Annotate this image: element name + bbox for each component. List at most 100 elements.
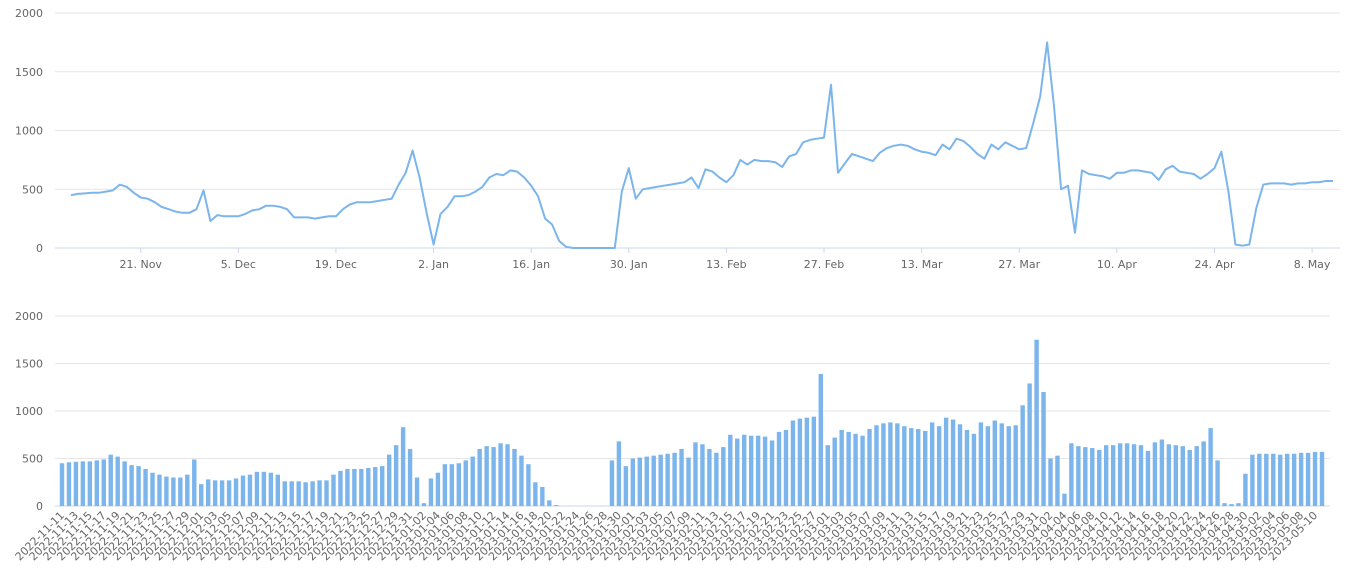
- bar: [115, 456, 120, 506]
- bar: [825, 445, 830, 506]
- bar: [407, 449, 413, 506]
- bar: [491, 447, 496, 506]
- bar: [212, 480, 218, 506]
- bar: [846, 431, 851, 506]
- bar: [226, 480, 232, 506]
- bar: [1284, 453, 1290, 506]
- bar: [143, 468, 148, 506]
- bar: [651, 455, 656, 506]
- bar: [185, 474, 190, 506]
- bar: [714, 452, 719, 506]
- bar: [1117, 443, 1123, 506]
- bar: [1020, 405, 1025, 506]
- bar: [783, 430, 789, 506]
- bar: [240, 475, 246, 506]
- bar: [73, 461, 79, 506]
- bar: [519, 455, 524, 506]
- bar: [80, 461, 86, 506]
- x-tick-label: 30. Jan: [610, 258, 648, 271]
- bar: [707, 449, 712, 506]
- bar: [672, 452, 677, 506]
- bar: [1048, 458, 1053, 506]
- y-tick-label: 500: [22, 453, 43, 466]
- bar: [261, 471, 267, 506]
- bar: [470, 456, 475, 506]
- bar: [540, 487, 545, 506]
- bar: [748, 435, 754, 506]
- bar: [164, 476, 169, 506]
- bar: [909, 428, 914, 506]
- bar: [679, 449, 684, 506]
- bar: [380, 466, 385, 506]
- bar: [1006, 426, 1011, 506]
- bar: [881, 423, 886, 506]
- bar: [449, 464, 455, 506]
- bar: [442, 464, 448, 506]
- y-tick-label: 1500: [15, 358, 43, 371]
- bar: [505, 444, 510, 506]
- bar: [1013, 425, 1018, 506]
- bar: [1180, 446, 1185, 506]
- bar: [338, 470, 343, 506]
- bar: [888, 422, 893, 506]
- y-tick-label: 2000: [15, 310, 43, 323]
- bar: [693, 442, 698, 506]
- bar: [219, 480, 225, 506]
- bar: [1243, 473, 1248, 506]
- bar: [373, 467, 378, 506]
- x-tick-label: 16. Jan: [512, 258, 550, 271]
- bar: [943, 417, 949, 506]
- bar: [359, 468, 364, 506]
- bar: [1055, 455, 1060, 506]
- bar: [957, 424, 963, 506]
- bar: [1236, 503, 1241, 506]
- bar: [122, 461, 127, 506]
- bar: [456, 463, 461, 506]
- bar: [1062, 493, 1067, 506]
- bar: [616, 441, 622, 506]
- bar: [94, 460, 100, 506]
- bar: [929, 422, 935, 506]
- bar: [352, 468, 357, 506]
- y-tick-label: 1500: [15, 66, 43, 79]
- bar: [400, 427, 406, 506]
- bar: [554, 505, 559, 506]
- bar: [1097, 449, 1102, 506]
- bar: [428, 478, 434, 506]
- x-tick-label: 2. Jan: [418, 258, 449, 271]
- bar: [129, 465, 134, 506]
- bar: [136, 466, 141, 506]
- bar: [1215, 460, 1220, 506]
- bar: [275, 474, 281, 506]
- bar: [1076, 446, 1081, 506]
- bar: [1194, 446, 1199, 506]
- bar: [1041, 392, 1046, 506]
- bar: [1090, 448, 1095, 506]
- bar: [1027, 383, 1032, 506]
- bar: [296, 481, 301, 506]
- bar: [790, 420, 796, 506]
- bar: [776, 431, 782, 506]
- bar: [832, 437, 837, 506]
- bar: [721, 447, 726, 506]
- bar: [171, 477, 176, 506]
- bar: [233, 478, 239, 506]
- bar: [923, 430, 928, 506]
- bar: [205, 479, 211, 506]
- bar: [637, 457, 642, 506]
- bar: [1222, 503, 1227, 506]
- bar: [178, 477, 183, 506]
- x-tick-label: 13. Feb: [706, 258, 746, 271]
- bar: [769, 440, 775, 506]
- bar: [700, 444, 705, 506]
- bar: [1159, 439, 1165, 506]
- bar: [1083, 447, 1088, 506]
- x-tick-label: 27. Mar: [998, 258, 1040, 271]
- y-tick-label: 0: [36, 500, 43, 513]
- bar: [742, 434, 747, 506]
- bar: [895, 423, 900, 506]
- bar: [978, 422, 984, 506]
- y-tick-label: 2000: [15, 7, 43, 20]
- bar: [1278, 454, 1283, 506]
- bar: [755, 435, 761, 506]
